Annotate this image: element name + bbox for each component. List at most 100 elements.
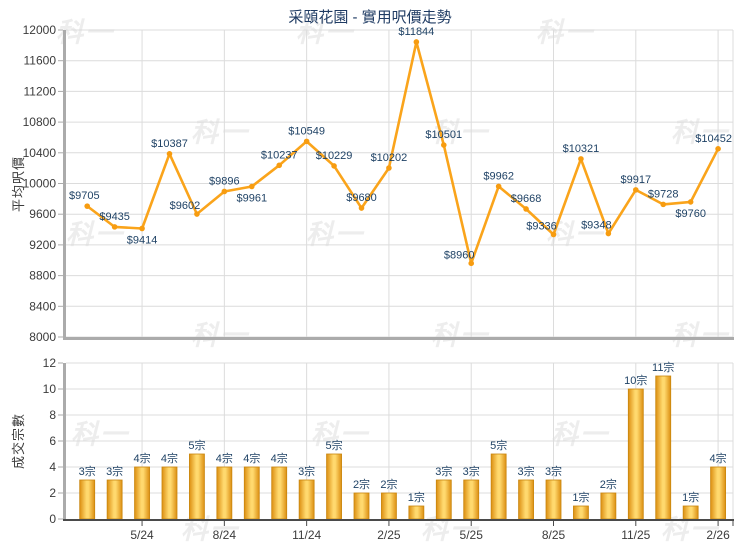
- data-point-label: $9917: [621, 174, 652, 186]
- y-tick-label: 12: [43, 356, 57, 370]
- bar-label: 3宗: [298, 464, 315, 478]
- watermark: 科一: [536, 17, 594, 48]
- bar-label: 5宗: [490, 438, 507, 452]
- data-point-label: $9414: [127, 234, 158, 246]
- line-chart: 8000 8400 8800 9200 9600 10000 10400 10800 11200…: [23, 23, 734, 344]
- data-point-label: $10549: [288, 125, 325, 137]
- bar-label: 2宗: [600, 477, 617, 491]
- bar: [682, 505, 699, 520]
- data-point: [386, 165, 392, 171]
- bar-label: 4宗: [161, 451, 178, 465]
- bar: [326, 453, 342, 520]
- y-tick-label: 2: [49, 486, 56, 500]
- bar-label: 2宗: [353, 477, 370, 491]
- y-axis-line: [63, 363, 66, 519]
- bar-label: 1宗: [408, 490, 425, 504]
- data-point: [550, 231, 557, 238]
- data-point-label: $9336: [526, 220, 557, 232]
- data-point-label: $10237: [261, 149, 298, 161]
- data-point: [221, 188, 228, 195]
- bar-label: 3宗: [435, 464, 452, 478]
- y-tick-label: 11600: [24, 54, 57, 68]
- bar-label: 1宗: [682, 490, 699, 504]
- data-point: [331, 163, 337, 169]
- chart-title: 采頤花園 - 實用呎價走勢: [288, 9, 452, 26]
- bar: [216, 466, 233, 520]
- bar-label: 4宗: [216, 451, 233, 465]
- x-tick-label: 5/24: [130, 528, 154, 542]
- data-point: [578, 156, 584, 162]
- y-tick-label: 6: [49, 434, 56, 448]
- price-line: [85, 40, 720, 265]
- bar: [463, 479, 480, 520]
- data-point: [84, 203, 90, 209]
- y-tick-label: 8800: [29, 269, 56, 283]
- y-tick-label: 8: [49, 408, 56, 422]
- data-point-label: $10229: [316, 150, 353, 162]
- data-point-label: $9705: [69, 190, 100, 202]
- bar-label: 3宗: [518, 464, 535, 478]
- y-tick-label: 12000: [23, 23, 57, 37]
- data-point: [303, 138, 310, 145]
- data-point: [194, 211, 200, 217]
- bar-label: 3宗: [106, 464, 123, 478]
- data-point: [111, 224, 118, 230]
- data-point-label: $9348: [581, 220, 612, 232]
- bar: [298, 479, 315, 520]
- data-point: [523, 206, 529, 212]
- data-point: [660, 201, 667, 208]
- data-point-label: $9961: [236, 192, 267, 204]
- x-tick-label: 5/25: [460, 528, 484, 542]
- bar-label: 1宗: [572, 490, 589, 504]
- bar-label: 3宗: [463, 464, 480, 478]
- bar-label: 11宗: [652, 360, 674, 374]
- bar: [518, 479, 534, 520]
- bar: [573, 505, 589, 520]
- data-point: [687, 199, 694, 205]
- bar: [490, 453, 507, 520]
- data-point-label: $9602: [170, 200, 201, 212]
- bar-label: 4宗: [710, 451, 727, 465]
- bar: [381, 492, 397, 520]
- bar: [161, 466, 178, 520]
- data-point: [276, 162, 283, 169]
- data-point-label: $9680: [346, 192, 377, 204]
- y-tick-label: 8400: [29, 299, 56, 313]
- bar: [106, 479, 123, 520]
- y-tick-label: 9200: [29, 238, 56, 252]
- watermark: 科一: [311, 419, 369, 450]
- y-tick-label: 10400: [23, 146, 57, 160]
- watermark: 科一: [296, 17, 354, 48]
- bar-label: 4宗: [133, 451, 150, 465]
- x-axis-line: [63, 519, 734, 521]
- bar-label: 4宗: [271, 451, 288, 465]
- data-point: [413, 39, 420, 45]
- data-point: [358, 205, 365, 211]
- y-tick-label: 9600: [29, 207, 56, 221]
- bar: [408, 505, 425, 520]
- bar-label: 3宗: [79, 464, 96, 478]
- bar: [243, 466, 260, 520]
- bar-chart: 0 2 4 6 8 10 12 3宗 3宗 4宗 4宗 5宗 4宗 4宗 4宗 3宗 5宗 2宗 2宗 1宗 3宗 3宗 5…: [43, 356, 734, 542]
- y-tick-label: 10000: [23, 177, 57, 191]
- bar-label: 2宗: [380, 477, 397, 491]
- x-tick-label: 11/24: [292, 528, 321, 542]
- y-tick-label: 8000: [29, 330, 56, 344]
- data-point: [633, 187, 639, 193]
- data-point: [495, 183, 502, 190]
- data-point-label: $8960: [444, 249, 475, 261]
- data-point-label: $10202: [371, 152, 408, 164]
- bar: [545, 479, 562, 520]
- watermark: 科一: [551, 419, 609, 450]
- y-axis-line: [63, 30, 66, 337]
- x-tick-label: 8/25: [542, 528, 566, 542]
- bar-label: 3宗: [545, 464, 562, 478]
- y-tick-label: 0: [49, 512, 56, 526]
- y-tick-label: 11200: [24, 84, 57, 98]
- data-point-label: $9435: [99, 211, 130, 223]
- y-tick-label: 10800: [23, 115, 57, 129]
- x-axis-line: [63, 337, 734, 340]
- data-point: [605, 230, 612, 237]
- bar: [189, 453, 205, 520]
